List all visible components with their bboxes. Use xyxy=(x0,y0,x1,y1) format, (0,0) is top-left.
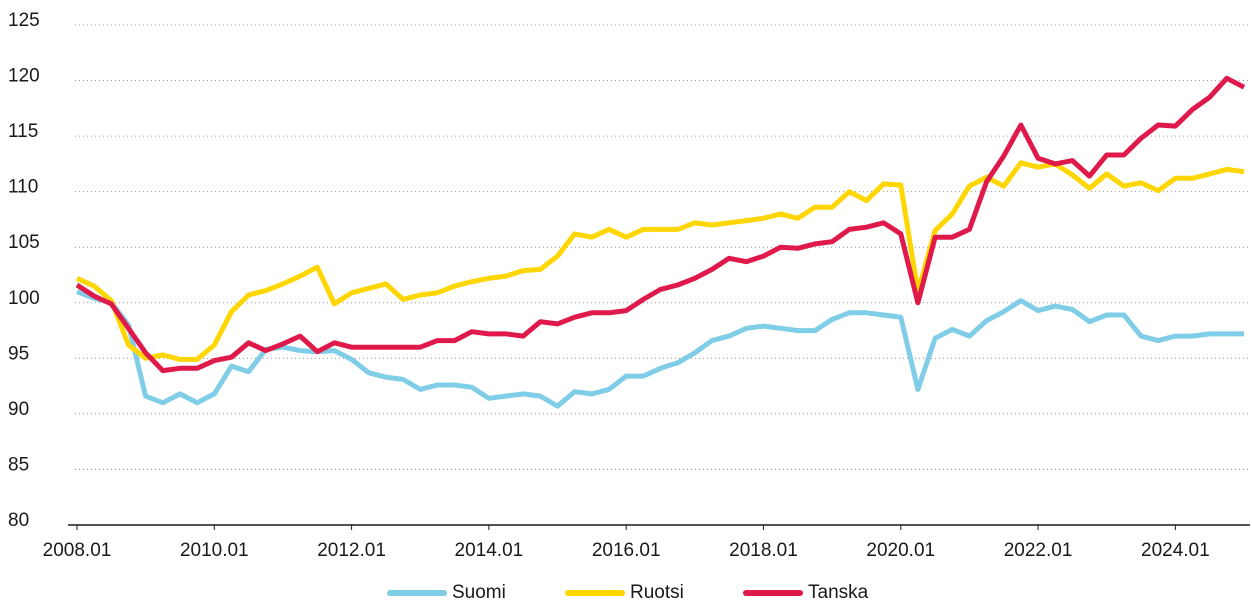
y-tick-label: 100 xyxy=(8,288,40,309)
series-line xyxy=(76,289,1244,409)
y-tick-label: 110 xyxy=(8,177,38,198)
y-tick-label: 105 xyxy=(8,232,40,253)
series-line xyxy=(75,160,1245,362)
legend-label: Ruotsi xyxy=(630,582,684,603)
y-tick-label: 80 xyxy=(8,510,29,531)
legend-label: Tanska xyxy=(808,582,869,603)
x-tick-label: 2020.01 xyxy=(866,540,935,561)
legend-label: Suomi xyxy=(452,582,506,603)
x-tick-label: 2012.01 xyxy=(317,540,386,561)
x-tick-label: 2024.01 xyxy=(1141,540,1210,561)
y-tick-label: 95 xyxy=(8,343,29,364)
x-tick-label: 2008.01 xyxy=(43,540,112,561)
x-tick-label: 2022.01 xyxy=(1004,540,1073,561)
y-tick-label: 120 xyxy=(8,66,40,87)
x-tick-label: 2014.01 xyxy=(455,540,524,561)
x-tick-label: 2018.01 xyxy=(729,540,798,561)
y-tick-label: 85 xyxy=(8,454,29,475)
x-tick-label: 2010.01 xyxy=(180,540,249,561)
x-tick-label: 2016.01 xyxy=(592,540,661,561)
series-line xyxy=(75,75,1246,374)
y-tick-label: 125 xyxy=(8,10,40,31)
y-tick-label: 90 xyxy=(8,399,29,420)
y-tick-label: 115 xyxy=(8,121,38,142)
